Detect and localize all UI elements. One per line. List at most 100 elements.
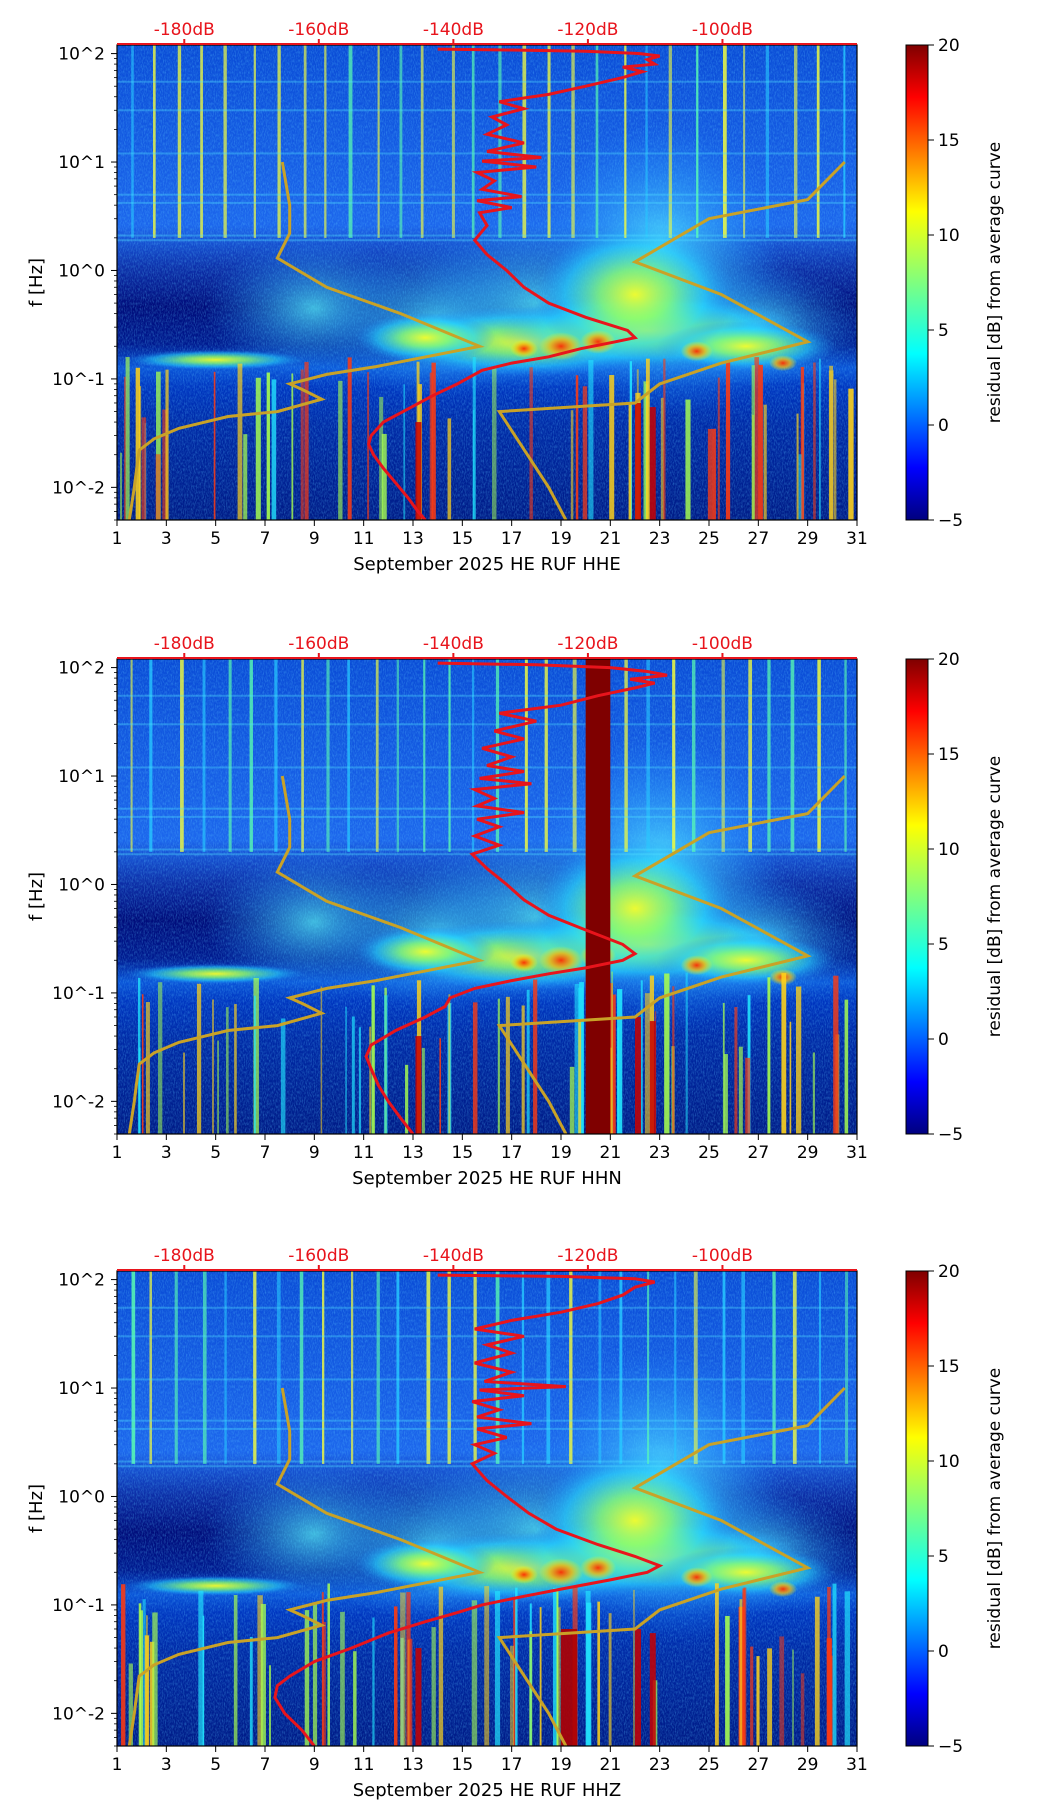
- x-tick-label: 11: [353, 529, 375, 549]
- y-tick-label: 10^2: [58, 659, 105, 679]
- y-tick-label: 10^-1: [52, 984, 105, 1004]
- colorbar-tick-label: 0: [938, 1030, 949, 1050]
- x-tick-label: 11: [353, 1143, 375, 1163]
- colorbar-tick-label: 15: [938, 745, 960, 765]
- x-tick-label: 9: [309, 529, 320, 549]
- x-axis: 1 3 5 7 9 11 13 15 17 19 21 23 25 27 29 31: [112, 1134, 868, 1163]
- x-tick-label: 5: [210, 529, 221, 549]
- x-tick-label: 13: [402, 1143, 424, 1163]
- x-tick-label: 27: [748, 529, 770, 549]
- colorbar-tick-label: 10: [938, 840, 960, 860]
- y-tick-label: 10^-2: [52, 1704, 105, 1724]
- top-db-tick-label: -100dB: [692, 1246, 753, 1266]
- colorbar-tick-label: 5: [938, 321, 949, 341]
- x-tick-label: 31: [846, 1755, 868, 1775]
- top-db-tick-label: -160dB: [288, 20, 349, 40]
- colorbar-gradient: [905, 1270, 929, 1747]
- high-noise-model-curve: [496, 1386, 846, 1746]
- x-tick-label: 19: [550, 529, 572, 549]
- x-tick-label: 9: [309, 1755, 320, 1775]
- colorbar-tick-label: 15: [938, 1357, 960, 1377]
- top-db-tick-label: -140dB: [423, 1246, 484, 1266]
- x-tick-label: 13: [402, 1755, 424, 1775]
- x-tick-label: 27: [748, 1755, 770, 1775]
- x-tick-label: 27: [748, 1143, 770, 1163]
- x-tick-label: 25: [698, 529, 720, 549]
- x-tick-label: 29: [797, 529, 819, 549]
- x-tick-label: 23: [649, 1755, 671, 1775]
- y-axis: 10^-2 10^-1 10^0 10^1 10^2: [52, 1271, 117, 1747]
- x-tick-label: 7: [260, 529, 271, 549]
- y-tick-label: 10^0: [58, 1487, 105, 1507]
- colorbar-title: residual [dB] from average curve: [985, 1368, 1005, 1649]
- x-axis-title: September 2025 HE RUF HHE: [353, 554, 621, 575]
- y-axis-title: f [Hz]: [26, 258, 47, 307]
- top-db-tick-label: -140dB: [423, 634, 484, 654]
- x-tick-label: 1: [112, 1755, 123, 1775]
- low-noise-model-curve: [127, 1387, 485, 1746]
- top-db-tick-label: -160dB: [288, 1246, 349, 1266]
- x-tick-label: 5: [210, 1755, 221, 1775]
- x-tick-label: 3: [161, 1755, 172, 1775]
- spectrogram-area: [117, 45, 857, 520]
- y-tick-label: 10^-2: [52, 478, 105, 498]
- high-noise-model-curve: [496, 160, 846, 520]
- noise-clouds: [125, 122, 857, 414]
- x-tick-label: 7: [260, 1755, 271, 1775]
- x-tick-label: 3: [161, 529, 172, 549]
- x-tick-label: 17: [501, 1755, 523, 1775]
- top-db-tick-label: -120dB: [557, 634, 618, 654]
- top-db-tick-label: -180dB: [154, 20, 215, 40]
- colorbar-tick-label: 20: [938, 1262, 960, 1282]
- x-tick-label: 15: [452, 1143, 474, 1163]
- y-tick-label: 10^-2: [52, 1092, 105, 1112]
- x-tick-label: 17: [501, 529, 523, 549]
- x-tick-label: 25: [698, 1755, 720, 1775]
- y-tick-label: 10^-1: [52, 370, 105, 390]
- y-tick-label: 10^0: [58, 261, 105, 281]
- colorbar-gradient: [905, 658, 929, 1135]
- x-axis: 1 3 5 7 9 11 13 15 17 19 21 23 25 27 29 31: [112, 520, 868, 549]
- x-tick-label: 19: [550, 1755, 572, 1775]
- colorbar-tick-label: −5: [938, 1125, 963, 1145]
- colorbar-tick-label: −5: [938, 1737, 963, 1757]
- x-tick-label: 23: [649, 1143, 671, 1163]
- x-tick-label: 21: [600, 529, 622, 549]
- x-tick-label: 13: [402, 529, 424, 549]
- top-db-tick-label: -120dB: [557, 20, 618, 40]
- low-noise-model-curve: [127, 161, 485, 520]
- x-tick-label: 1: [112, 529, 123, 549]
- y-tick-label: 10^1: [58, 767, 105, 787]
- colorbar-tick-label: 0: [938, 416, 949, 436]
- colorbar: 20 15 10 5 0 −5 residual [dB] from average cur…: [905, 650, 1005, 1145]
- x-tick-label: 31: [846, 1143, 868, 1163]
- x-tick-label: 21: [600, 1143, 622, 1163]
- x-tick-label: 23: [649, 529, 671, 549]
- y-tick-label: 10^-1: [52, 1596, 105, 1616]
- high-noise-model-curve: [496, 774, 846, 1134]
- y-tick-label: 10^1: [58, 1379, 105, 1399]
- x-axis-title: September 2025 HE RUF HHZ: [353, 1780, 622, 1801]
- top-db-tick-label: -160dB: [288, 634, 349, 654]
- top-db-tick-label: -180dB: [154, 1246, 215, 1266]
- top-db-tick-label: -180dB: [154, 634, 215, 654]
- colorbar-tick-label: 5: [938, 1547, 949, 1567]
- psd-curve: [367, 47, 661, 520]
- y-axis-title: f [Hz]: [26, 1484, 47, 1533]
- x-tick-label: 9: [309, 1143, 320, 1163]
- colorbar: 20 15 10 5 0 −5 residual [dB] from average cur…: [905, 36, 1005, 531]
- x-axis: 1 3 5 7 9 11 13 15 17 19 21 23 25 27 29 31: [112, 1746, 868, 1775]
- transient-streaks: [137, 971, 849, 1134]
- colorbar-title: residual [dB] from average curve: [985, 756, 1005, 1037]
- top-db-tick-label: -140dB: [423, 20, 484, 40]
- y-tick-label: 10^2: [58, 1271, 105, 1291]
- colorbar: 20 15 10 5 0 −5 residual [dB] from average cur…: [905, 1262, 1005, 1757]
- top-db-axis: -180dB -160dB -140dB -120dB -100dB: [117, 1246, 857, 1271]
- x-tick-label: 31: [846, 529, 868, 549]
- spectrogram-area: [117, 1271, 857, 1746]
- top-db-axis: -180dB -160dB -140dB -120dB -100dB: [117, 634, 857, 659]
- x-tick-label: 5: [210, 1143, 221, 1163]
